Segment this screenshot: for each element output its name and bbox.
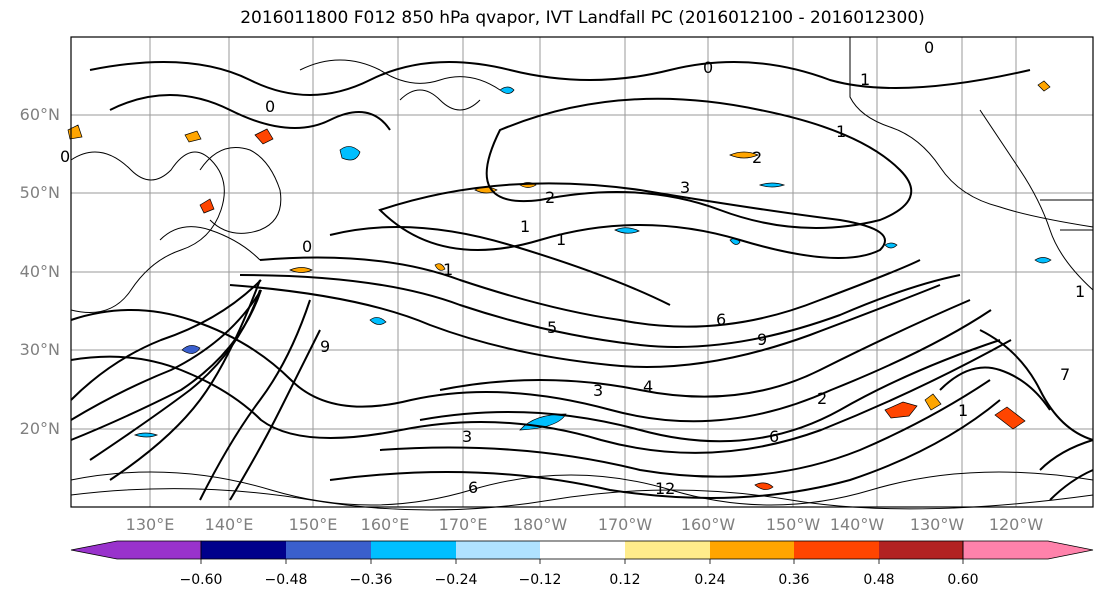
contour-label: 1 — [958, 401, 968, 420]
contour-label: 6 — [716, 310, 726, 329]
colorbar-tick-label: −0.36 — [349, 572, 393, 588]
contour-label: 0 — [60, 147, 70, 166]
contour-label: 1 — [836, 122, 846, 141]
lon-label: 130°W — [909, 515, 965, 534]
colorbar-tick-label: 0.24 — [694, 572, 726, 588]
contour-label: 1 — [860, 70, 870, 89]
contour-label: 7 — [1060, 365, 1070, 384]
contour-label: 0 — [703, 58, 713, 77]
colorbar-min-arrow — [70, 540, 202, 560]
colorbar-max-arrow — [962, 540, 1094, 560]
contour-label: 0 — [924, 38, 934, 57]
contour-label: 4 — [643, 377, 653, 396]
ivt-contours — [70, 61, 1094, 501]
lat-label: 60°N — [19, 105, 60, 124]
colorbar-tick-label: −0.12 — [518, 572, 562, 588]
colorbar-tick-label: 0.48 — [863, 572, 895, 588]
contour-labels: 0 0 1 0 0 2 3 2 1 1 1 1 0 5 6 9 3 4 6 2 … — [60, 38, 1085, 498]
lon-label: 170°E — [438, 515, 488, 534]
colorbar-tick-label: −0.24 — [434, 572, 478, 588]
contour-label: 9 — [320, 337, 330, 356]
lon-label: 180°W — [512, 515, 568, 534]
contour-label: 0 — [302, 237, 312, 256]
contour-label: 1 — [443, 260, 453, 279]
contour-label: 3 — [593, 381, 603, 400]
contour-label: 1 — [556, 230, 566, 249]
map-frame — [70, 36, 1094, 508]
colorbar-tick-label: −0.60 — [179, 572, 223, 588]
lon-label: 160°W — [680, 515, 736, 534]
colorbar-tick-label: −0.48 — [264, 572, 308, 588]
contour-label: 2 — [545, 188, 555, 207]
contour-label: 1 — [1075, 282, 1085, 301]
contour-label: 12 — [655, 479, 675, 498]
colorbar-tick-label: 0.60 — [947, 572, 979, 588]
contour-label: 6 — [468, 478, 478, 497]
lat-label: 30°N — [19, 340, 60, 359]
lon-label: 140°W — [829, 515, 885, 534]
contour-label: 0 — [265, 97, 275, 116]
contour-label: 5 — [547, 318, 557, 337]
lat-label: 20°N — [19, 419, 60, 438]
lon-label: 130°E — [125, 515, 175, 534]
thin-contours — [70, 89, 1094, 511]
lat-label: 50°N — [19, 183, 60, 202]
lon-label: 160°E — [360, 515, 410, 534]
contour-label: 2 — [752, 148, 762, 167]
lon-label: 140°E — [204, 515, 254, 534]
colorbar-tick-label: 0.36 — [778, 572, 810, 588]
graticule — [71, 37, 1093, 507]
lon-label: 120°W — [988, 515, 1044, 534]
contour-label: 1 — [520, 217, 530, 236]
contour-label: 6 — [769, 427, 779, 446]
lon-label: 150°W — [765, 515, 821, 534]
colorbar — [70, 540, 1094, 564]
contour-label: 9 — [757, 330, 767, 349]
lat-label: 40°N — [19, 262, 60, 281]
coastlines — [70, 37, 1094, 313]
lon-label: 170°W — [597, 515, 653, 534]
lon-label: 150°E — [288, 515, 338, 534]
contour-label: 3 — [462, 427, 472, 446]
contour-label: 2 — [817, 389, 827, 408]
colorbar-tick-label: 0.12 — [609, 572, 641, 588]
map-title: 2016011800 F012 850 hPa qvapor, IVT Land… — [240, 8, 925, 28]
contour-label: 3 — [680, 178, 690, 197]
